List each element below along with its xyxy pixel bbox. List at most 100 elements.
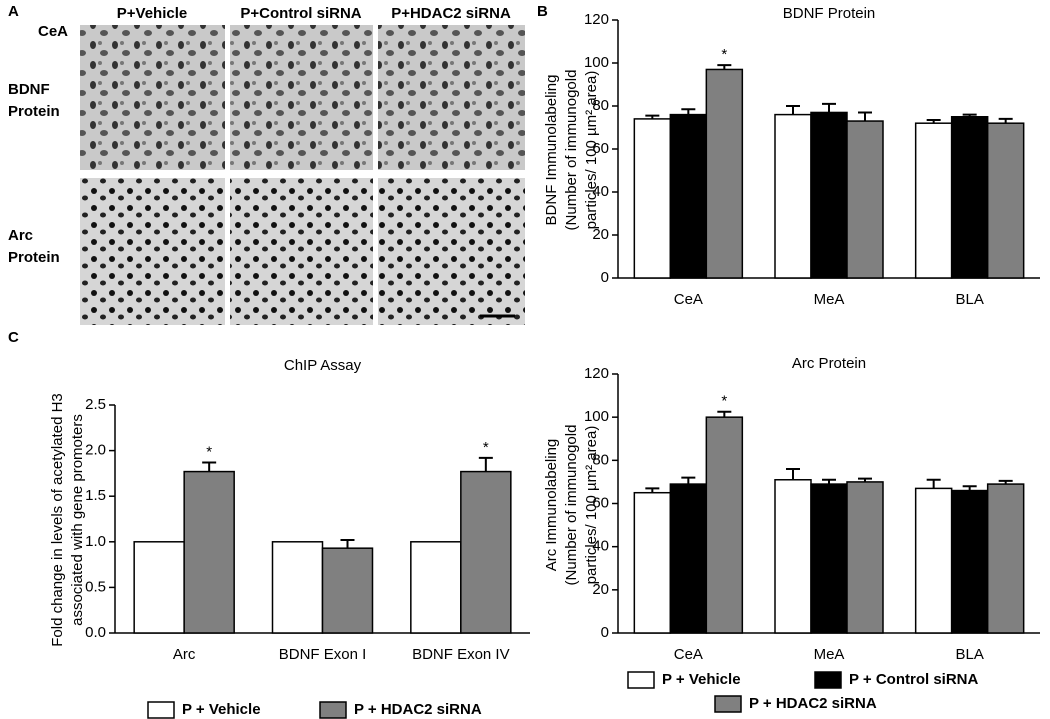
error-bar bbox=[681, 108, 696, 115]
column-label: P+Vehicle bbox=[117, 5, 187, 22]
significance-marker: * bbox=[206, 443, 212, 460]
x-tick-label: BDNF Exon I bbox=[279, 646, 367, 663]
bar bbox=[133, 541, 185, 634]
chart-title: ChIP Assay bbox=[284, 357, 362, 374]
error-bar bbox=[962, 113, 977, 117]
y-axis-label: BDNF Immunolabeling bbox=[543, 75, 560, 226]
significance-marker: * bbox=[721, 393, 727, 410]
bar bbox=[410, 541, 462, 634]
y-axis-label: associated with gene promoters bbox=[69, 414, 86, 626]
micrograph bbox=[80, 178, 225, 325]
y-tick-label: 2.5 bbox=[85, 396, 106, 413]
y-tick-label: 2.0 bbox=[85, 442, 106, 459]
y-tick-label: 40 bbox=[592, 538, 609, 555]
row-label: BDNF bbox=[8, 81, 50, 98]
error-bar bbox=[681, 476, 696, 485]
y-tick-label: 20 bbox=[592, 226, 609, 243]
error-bar bbox=[645, 114, 660, 119]
micrograph bbox=[230, 25, 373, 170]
column-label: P+Control siRNA bbox=[240, 5, 361, 22]
bar bbox=[986, 483, 1025, 634]
bar bbox=[633, 491, 672, 634]
bar bbox=[669, 113, 708, 279]
bar bbox=[183, 470, 235, 634]
error-bar bbox=[926, 478, 941, 489]
error-bar bbox=[858, 111, 872, 122]
micrograph bbox=[230, 178, 373, 325]
error-bar bbox=[998, 479, 1013, 485]
chart-title: Arc Protein bbox=[792, 355, 866, 372]
bar bbox=[846, 120, 884, 279]
panel-letter: C bbox=[8, 329, 19, 346]
y-tick-label: 1.0 bbox=[85, 533, 106, 550]
error-bar bbox=[202, 461, 217, 472]
y-tick-label: 40 bbox=[592, 183, 609, 200]
micrograph bbox=[378, 25, 525, 170]
y-tick-label: 80 bbox=[592, 451, 609, 468]
legend-label: P + Vehicle bbox=[182, 701, 261, 718]
y-axis-label: (Number of immunogold bbox=[563, 70, 580, 231]
y-axis-label: particles/ 100 µm² area) bbox=[583, 71, 600, 230]
y-tick-label: 100 bbox=[584, 54, 609, 71]
legend-label: P + Vehicle bbox=[662, 671, 741, 688]
panel-a: A B C CeA P+Vehicle P+Control siRNA P+HD… bbox=[8, 3, 548, 346]
y-tick-label: 0.5 bbox=[85, 578, 106, 595]
micrograph bbox=[378, 178, 525, 325]
legend-swatch bbox=[627, 671, 655, 689]
legend-swatch bbox=[319, 701, 347, 719]
x-tick-label: BLA bbox=[955, 291, 983, 308]
bar bbox=[914, 122, 953, 279]
row-label: Protein bbox=[8, 249, 60, 266]
x-tick-label: CeA bbox=[674, 291, 703, 308]
x-tick-label: MeA bbox=[814, 291, 845, 308]
error-bar bbox=[478, 456, 493, 472]
error-bar bbox=[822, 102, 836, 113]
x-tick-label: MeA bbox=[814, 646, 845, 663]
bar bbox=[633, 118, 672, 279]
legend-swatch bbox=[814, 671, 842, 689]
y-tick-label: 80 bbox=[592, 97, 609, 114]
y-tick-label: 60 bbox=[592, 140, 609, 157]
bar bbox=[810, 111, 848, 279]
y-tick-label: 100 bbox=[584, 408, 609, 425]
bar bbox=[774, 113, 812, 279]
error-bar bbox=[998, 117, 1013, 124]
column-label: P+HDAC2 siRNA bbox=[391, 5, 511, 22]
micrograph bbox=[80, 25, 225, 170]
bar bbox=[669, 483, 708, 634]
bar bbox=[950, 116, 989, 279]
legend-swatch bbox=[714, 695, 742, 713]
x-tick-label: Arc bbox=[173, 646, 196, 663]
bar bbox=[705, 416, 744, 634]
y-tick-label: 120 bbox=[584, 365, 609, 382]
legend-label: P + Control siRNA bbox=[849, 671, 978, 688]
error-bar bbox=[717, 64, 732, 70]
y-axis-label: (Number of immunogold bbox=[563, 425, 580, 586]
error-bar bbox=[786, 467, 800, 480]
error-bar bbox=[786, 105, 800, 115]
bar bbox=[321, 547, 374, 634]
bar bbox=[271, 541, 324, 634]
legend-label: P + HDAC2 siRNA bbox=[354, 701, 482, 718]
error-bar bbox=[717, 410, 732, 418]
row-label: Protein bbox=[8, 103, 60, 120]
x-tick-label: CeA bbox=[674, 646, 703, 663]
error-bar bbox=[822, 478, 836, 485]
bar bbox=[774, 479, 812, 634]
y-axis-label: Arc Immunolabeling bbox=[543, 439, 560, 572]
error-bar bbox=[926, 118, 941, 124]
bar bbox=[810, 483, 848, 634]
x-tick-label: BDNF Exon IV bbox=[412, 646, 510, 663]
y-tick-label: 60 bbox=[592, 494, 609, 511]
y-axis-label: particles/ 100 µm² area) bbox=[583, 426, 600, 585]
panel-letter: B bbox=[537, 3, 548, 20]
panel-letter: A bbox=[8, 3, 19, 20]
significance-marker: * bbox=[721, 46, 727, 63]
bar bbox=[705, 68, 744, 279]
legend-swatch bbox=[147, 701, 175, 719]
legend-label: P + HDAC2 siRNA bbox=[749, 695, 877, 712]
bar bbox=[986, 122, 1025, 279]
row-label: Arc bbox=[8, 227, 33, 244]
error-bar bbox=[858, 477, 872, 482]
